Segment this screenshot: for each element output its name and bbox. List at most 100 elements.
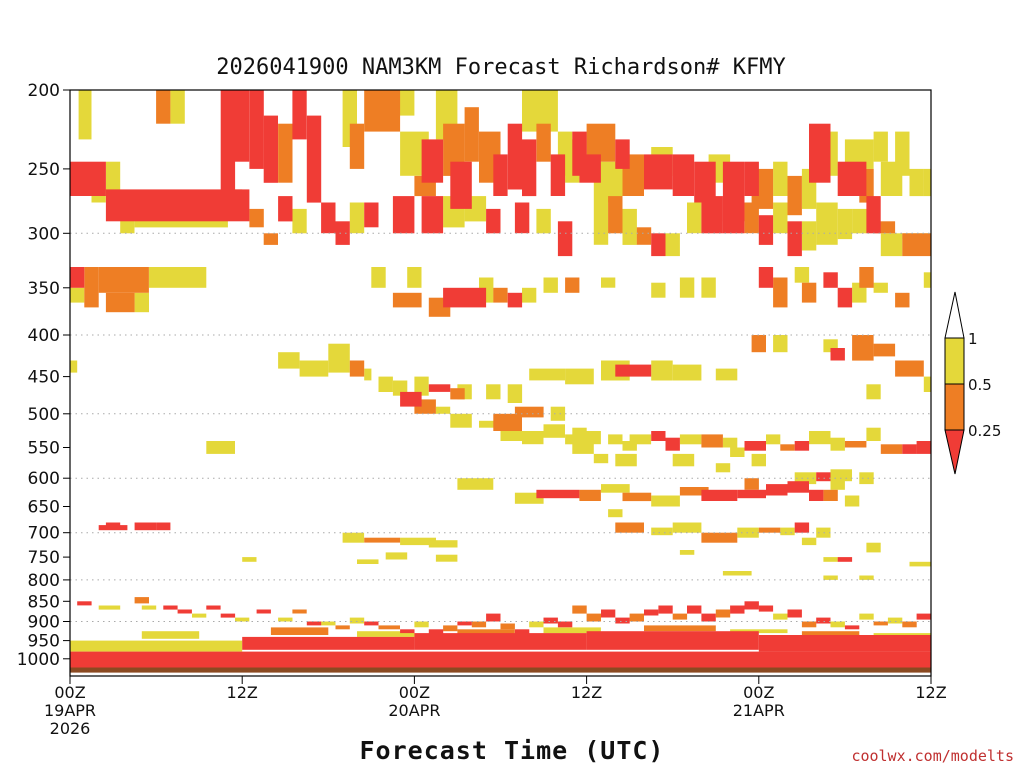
ri-cell-118 <box>507 292 523 308</box>
ri-cell-307 <box>773 613 788 620</box>
credit-link[interactable]: coolwx.com/modelts <box>851 747 1014 765</box>
ri-cell-146 <box>414 376 429 396</box>
ri-cell-142 <box>364 368 372 381</box>
ri-cell-94 <box>787 221 802 257</box>
ri-cell-287 <box>486 613 501 622</box>
ri-cell-159 <box>751 335 766 353</box>
ri-cell-23 <box>507 123 523 190</box>
ri-cell-166 <box>866 384 881 400</box>
ri-cell-53 <box>873 131 888 162</box>
x-tick-label-2-1: 20APR <box>388 701 440 720</box>
ri-cell-239 <box>866 542 881 553</box>
y-tick-label-450: 450 <box>28 368 60 388</box>
ri-cell-217 <box>679 487 709 496</box>
ri-cell-274 <box>292 609 307 614</box>
ri-cell-316 <box>902 621 917 628</box>
ri-cell-322 <box>586 631 759 650</box>
ri-cell-256 <box>679 550 695 555</box>
ri-cell-43 <box>744 161 759 196</box>
ri-cell-330 <box>730 629 788 634</box>
ri-cell-108 <box>105 292 135 313</box>
ri-cell-238 <box>823 557 838 562</box>
ri-cell-320 <box>242 636 415 650</box>
ri-cell-209 <box>428 540 458 548</box>
ri-cell-50 <box>837 161 867 196</box>
ri-cell-251 <box>744 478 759 490</box>
ri-cell-80 <box>536 208 551 234</box>
ri-cell-233 <box>780 527 795 536</box>
ri-cell-6 <box>263 115 278 183</box>
ri-cell-12 <box>364 90 401 132</box>
ri-cell-157 <box>672 364 702 381</box>
ri-cell-305 <box>744 601 759 610</box>
ri-cell-210 <box>457 478 494 490</box>
ri-cell-187 <box>730 447 745 457</box>
ri-cell-255 <box>435 554 458 562</box>
ri-cell-83 <box>608 196 623 234</box>
ri-cell-59 <box>105 161 121 196</box>
ri-cell-127 <box>773 277 788 308</box>
ri-cell-160 <box>773 335 788 353</box>
ri-cell-117 <box>493 287 508 303</box>
ri-cell-173 <box>522 431 544 445</box>
ri-cell-109 <box>148 267 207 288</box>
ri-cell-229 <box>672 522 702 533</box>
ri-cell-260 <box>70 660 931 668</box>
ri-cell-164 <box>873 343 896 357</box>
legend-label-1: 1 <box>968 330 978 348</box>
ri-cell-0 <box>78 90 92 140</box>
ri-cell-240 <box>909 561 931 567</box>
x-tick-label-4-1: 21APR <box>733 701 785 720</box>
y-tick-label-800: 800 <box>28 571 60 591</box>
y-tick-label-900: 900 <box>28 613 60 633</box>
ri-cell-200 <box>493 413 522 431</box>
ri-cell-302 <box>701 613 716 622</box>
ri-cell-84 <box>622 208 637 245</box>
ri-cell-265 <box>141 605 157 610</box>
ri-cell-104 <box>70 267 85 288</box>
ri-cell-268 <box>192 613 207 618</box>
ri-cell-7 <box>292 90 307 140</box>
ri-cell-37 <box>644 154 673 190</box>
ri-cell-214 <box>601 484 630 493</box>
ri-cell-192 <box>809 431 831 445</box>
y-tick-label-300: 300 <box>28 224 60 244</box>
ri-cell-147 <box>428 384 451 392</box>
ri-cell-248 <box>816 472 831 482</box>
ri-cell-311 <box>830 621 845 628</box>
ri-cell-308 <box>787 609 802 618</box>
ri-cell-48 <box>809 123 831 183</box>
ri-cell-310 <box>816 617 831 624</box>
ri-cell-220 <box>766 484 788 496</box>
ri-cell-266 <box>163 605 178 610</box>
ri-cell-45 <box>773 161 788 196</box>
ri-cell-174 <box>543 424 565 438</box>
ri-cell-285 <box>457 621 472 626</box>
ri-cell-20 <box>450 161 472 209</box>
ri-cell-279 <box>364 621 379 626</box>
ri-cell-328 <box>543 627 601 634</box>
x-tick-label-0-2: 2026 <box>50 719 91 738</box>
ri-cell-124 <box>679 277 695 298</box>
x-tick-label-0-0: 00Z <box>54 683 85 702</box>
ri-cell-165 <box>895 360 924 377</box>
ri-cell-136 <box>923 272 931 288</box>
ri-cell-122 <box>601 277 616 288</box>
ri-cell-289 <box>514 629 530 635</box>
ri-cell-231 <box>737 527 759 538</box>
ri-cell-177 <box>550 406 566 421</box>
ri-cell-303 <box>715 609 731 618</box>
ri-cell-129 <box>801 282 817 303</box>
y-tick-label-400: 400 <box>28 326 60 346</box>
ri-cell-87 <box>665 233 680 257</box>
ri-cell-249 <box>830 469 852 482</box>
x-tick-label-5-0: 12Z <box>915 683 946 702</box>
ri-cell-130 <box>823 272 838 288</box>
ri-cell-170 <box>450 413 472 428</box>
ri-cell-5 <box>249 90 264 169</box>
ri-cell-99 <box>866 196 881 234</box>
ri-cell-17 <box>421 139 444 183</box>
plot-area <box>70 90 931 673</box>
y-tick-label-1000: 1000 <box>17 650 60 670</box>
